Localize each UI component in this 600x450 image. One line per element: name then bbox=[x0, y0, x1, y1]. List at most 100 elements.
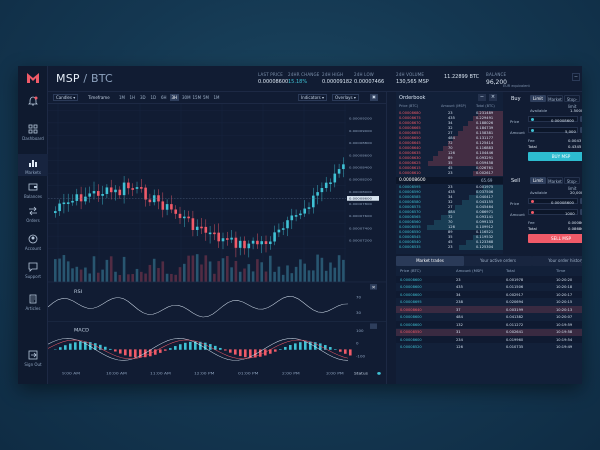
orderbook-ask-row[interactable]: 0.00008640 70 0.116883 bbox=[396, 146, 503, 151]
close-icon[interactable] bbox=[370, 284, 377, 290]
minus-icon[interactable]: − bbox=[478, 94, 486, 101]
order-type-tab[interactable]: Limit bbox=[530, 95, 546, 102]
sidebar-item-markets[interactable]: Markets bbox=[18, 154, 48, 176]
orderbook-ask-row[interactable]: 0.00008635 126 0.104446 bbox=[396, 151, 503, 156]
sidebar-item-support[interactable]: Support bbox=[18, 258, 48, 280]
candles-dropdown[interactable]: Candles ▾ bbox=[53, 94, 79, 101]
trade-row[interactable]: 0.00008520 126 0.010735 10:19:49 bbox=[396, 343, 582, 351]
sidebar-item-account[interactable]: Account bbox=[18, 230, 48, 252]
timeframe-option[interactable]: 1H bbox=[129, 95, 136, 100]
candle-body bbox=[243, 240, 246, 249]
trades-tab[interactable]: Market trades bbox=[396, 256, 464, 266]
price-input[interactable]: 0.00008600 bbox=[528, 116, 578, 123]
indicators-dropdown[interactable]: Indicators ▾ bbox=[298, 94, 328, 101]
volume-bar bbox=[324, 270, 328, 282]
fullscreen-icon[interactable]: ▣ bbox=[370, 94, 378, 101]
bid-total: 0.045464 bbox=[476, 205, 494, 209]
timeframe-option[interactable]: 15M bbox=[192, 95, 202, 100]
close-icon[interactable]: × bbox=[489, 94, 497, 101]
volume-bar bbox=[127, 274, 130, 282]
bid-price: 0.00008535 bbox=[399, 245, 421, 249]
macd-bar bbox=[254, 349, 257, 358]
timeframe-option[interactable]: 5M bbox=[203, 95, 209, 100]
buy-button[interactable]: BUY MSP bbox=[528, 152, 582, 161]
overlays-dropdown[interactable]: Overlays ▾ bbox=[332, 94, 359, 101]
orderbook-bid-row[interactable]: 0.00008590 435 0.037506 bbox=[396, 190, 503, 195]
balance-menu-button[interactable]: − bbox=[572, 73, 580, 81]
timeframe-option[interactable]: 6H bbox=[161, 95, 167, 100]
timeframe-option[interactable]: 1D bbox=[150, 95, 157, 100]
sell-button[interactable]: SELL MSP bbox=[528, 234, 582, 243]
orderbook-bid-row[interactable]: 0.00008540 45 0.123368 bbox=[396, 240, 503, 245]
price-chart[interactable]: 0.00009200 0.00009000 0.00008800 0.00008600… bbox=[48, 104, 386, 384]
sidebar-item-articles[interactable]: Articles bbox=[18, 290, 48, 312]
orderbook-ask-row[interactable]: 0.00008650 484 0.131177 bbox=[396, 136, 503, 141]
orderbook-bid-row[interactable]: 0.00008535 23 0.125304 bbox=[396, 245, 503, 250]
trade-row[interactable]: 0.00008600 435 0.011506 10:20:18 bbox=[396, 283, 582, 291]
orderbook-bid-row[interactable]: 0.00008560 70 0.099133 bbox=[396, 220, 503, 225]
orderbook-bid-row[interactable]: 0.00008580 32 0.043155 bbox=[396, 200, 503, 205]
timeframe-option[interactable]: 30M bbox=[182, 95, 191, 100]
orderbook-bid-row[interactable]: 0.00008550 89 0.116521 bbox=[396, 230, 503, 235]
ask-amount: 35 bbox=[448, 161, 453, 165]
trade-row[interactable]: 0.00008550 31 0.002641 10:19:58 bbox=[396, 328, 582, 336]
volume-bar bbox=[238, 271, 242, 282]
ask-amount: 89 bbox=[448, 156, 453, 160]
timeframe-option[interactable]: 1M bbox=[213, 95, 220, 100]
trade-row[interactable]: 0.00008600 234 0.019960 10:19:54 bbox=[396, 336, 582, 343]
sidebar-item-notifications[interactable] bbox=[18, 92, 48, 108]
bid-price: 0.00008585 bbox=[399, 195, 421, 199]
trade-cell: 10:20:18 bbox=[556, 285, 573, 289]
order-type-tab[interactable]: Limit bbox=[530, 177, 546, 184]
trade-row[interactable]: 0.00008600 34 0.002917 10:20:17 bbox=[396, 291, 582, 298]
trades-tab[interactable]: Your active orders bbox=[464, 256, 532, 266]
sidebar-item-label: Sign Out bbox=[24, 362, 42, 367]
timeframe-option[interactable]: 1M bbox=[119, 95, 125, 100]
orderbook-ask-row[interactable]: 0.00008680 23 0.231489 bbox=[396, 111, 503, 116]
orderbook-ask-row[interactable]: 0.00008675 435 0.229491 bbox=[396, 116, 503, 121]
timeframe-option[interactable]: 3D bbox=[140, 95, 146, 100]
bid-total: 0.043155 bbox=[476, 200, 494, 204]
ask-price: 0.00008675 bbox=[399, 116, 421, 120]
sidebar-item-orders[interactable]: Orders bbox=[18, 202, 48, 224]
trade-row[interactable]: 0.00008600 484 0.041382 10:20:07 bbox=[396, 313, 582, 321]
sidebar-item-balances[interactable]: Balances bbox=[18, 178, 48, 200]
order-type-tab[interactable]: Stop-limit bbox=[564, 177, 580, 191]
stat-key: 24H LOW bbox=[354, 72, 374, 77]
candle-body bbox=[135, 187, 139, 189]
amount-input[interactable]: 5,000 bbox=[528, 127, 578, 134]
trades-tab[interactable]: Your order history bbox=[532, 256, 582, 266]
candle-body bbox=[200, 226, 203, 229]
price-input[interactable]: 0.00008600 bbox=[528, 198, 578, 205]
orderbook-ask-row[interactable]: 0.00008670 34 0.188026 bbox=[396, 121, 503, 126]
trade-row[interactable]: 0.00008600 132 0.011272 10:19:59 bbox=[396, 321, 582, 328]
order-type-tab[interactable]: Market bbox=[547, 177, 563, 184]
orderbook-bid-row[interactable]: 0.00008570 484 0.086971 bbox=[396, 210, 503, 215]
orderbook-bid-row[interactable]: 0.00008585 34 0.040417 bbox=[396, 195, 503, 200]
amount-input[interactable]: 1000 bbox=[528, 209, 578, 216]
orderbook-ask-row[interactable]: 0.00008655 27 0.158381 bbox=[396, 131, 503, 136]
orderbook-ask-row[interactable]: 0.00008665 32 0.184739 bbox=[396, 126, 503, 131]
close-icon[interactable] bbox=[370, 323, 377, 329]
candle-body bbox=[247, 243, 251, 249]
orderbook-bid-row[interactable]: 0.00008555 126 0.109912 bbox=[396, 225, 503, 230]
trade-row[interactable]: 0.00008640 37 0.003199 10:20:13 bbox=[396, 306, 582, 313]
orderbook-bid-row[interactable]: 0.00008595 23 0.001975 bbox=[396, 185, 503, 190]
orderbook-ask-row[interactable]: 0.00008615 45 0.026761 bbox=[396, 166, 503, 171]
y-tick-label: 0.00008600 bbox=[349, 154, 372, 157]
sidebar-item-sign-out[interactable]: Sign Out bbox=[18, 346, 48, 368]
orderbook-ask-row[interactable]: 0.00008610 23 0.002617 bbox=[396, 171, 503, 176]
orderbook-bid-row[interactable]: 0.00008575 27 0.045464 bbox=[396, 205, 503, 210]
orderbook-bid-row[interactable]: 0.00008545 35 0.119532 bbox=[396, 235, 503, 240]
order-type-tab[interactable]: Stop-limit bbox=[564, 95, 580, 109]
trade-row[interactable]: 0.00008695 238 0.020694 10:20:15 bbox=[396, 298, 582, 306]
orderbook-bid-row[interactable]: 0.00008565 72 0.093141 bbox=[396, 215, 503, 220]
macd-bar bbox=[129, 349, 132, 357]
orderbook-ask-row[interactable]: 0.00008645 72 0.125414 bbox=[396, 141, 503, 146]
order-type-tab[interactable]: Market bbox=[547, 95, 563, 102]
trade-row[interactable]: 0.00008600 23 0.001978 10:20:20 bbox=[396, 276, 582, 283]
orderbook-ask-row[interactable]: 0.00008625 35 0.059458 bbox=[396, 161, 503, 166]
timeframe-option[interactable]: 3H bbox=[169, 94, 180, 101]
orderbook-ask-row[interactable]: 0.00008630 89 0.093291 bbox=[396, 156, 503, 161]
sidebar-item-dashboard[interactable]: Dashboard bbox=[18, 120, 48, 142]
